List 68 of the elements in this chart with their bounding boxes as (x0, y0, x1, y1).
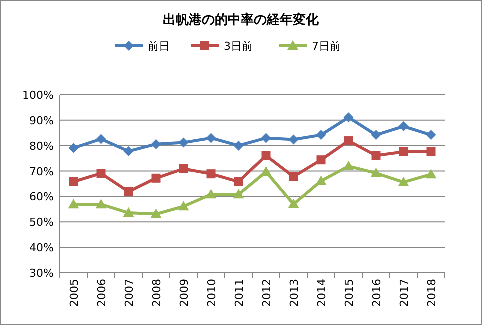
x-tick-label: 2017 (398, 279, 411, 307)
x-tick-label: 2018 (425, 279, 438, 307)
point (261, 133, 272, 144)
point (289, 172, 298, 182)
x-tick-label: 2009 (178, 279, 191, 307)
chart-title: 出帆港の的中率の経年変化 (163, 12, 320, 28)
point (69, 177, 78, 186)
point (123, 207, 134, 217)
point (178, 138, 189, 148)
point (150, 208, 162, 218)
point (344, 136, 354, 146)
point (124, 146, 134, 156)
point (398, 176, 410, 186)
y-tick-label: 70% (30, 165, 54, 178)
point (178, 201, 190, 211)
x-tick-label: 2008 (150, 279, 164, 307)
point (372, 151, 381, 160)
x-tick-label: 2015 (342, 279, 356, 307)
point (206, 189, 217, 199)
legend-label: 7日前 (312, 40, 341, 53)
x-tick-label: 2010 (205, 279, 218, 307)
y-tick-label: 100% (22, 89, 54, 102)
legend-label: 3日前 (224, 40, 253, 53)
x-tick-label: 2014 (315, 279, 328, 307)
y-tick-label: 50% (30, 216, 54, 230)
x-tick-label: 2007 (122, 279, 136, 307)
point (96, 199, 107, 209)
x-tick-label: 2011 (232, 279, 246, 307)
point (370, 168, 382, 178)
point (151, 139, 162, 150)
point (426, 130, 436, 140)
x-tick-label: 2005 (68, 279, 81, 307)
point (179, 164, 188, 174)
x-tick-label: 2016 (370, 279, 384, 307)
point (316, 176, 327, 186)
point (371, 130, 382, 140)
x-tick-label: 2012 (260, 279, 274, 307)
legend-label: 前日 (148, 40, 170, 53)
point (399, 147, 408, 156)
point (288, 198, 300, 208)
point (68, 143, 79, 154)
x-tick-label: 2013 (288, 279, 301, 307)
point (206, 170, 216, 179)
point (344, 112, 354, 123)
point (343, 160, 354, 170)
y-tick-label: 80% (30, 140, 54, 153)
point (398, 122, 409, 132)
point (262, 151, 271, 160)
point (68, 199, 80, 209)
y-tick-label: 90% (30, 114, 54, 128)
point (96, 134, 106, 144)
point (426, 169, 437, 179)
y-tick-label: 60% (30, 190, 54, 204)
point (426, 147, 436, 156)
point (316, 156, 326, 165)
point (233, 189, 244, 199)
x-tick-label: 2006 (95, 279, 108, 307)
y-tick-label: 30% (30, 267, 54, 280)
point (206, 133, 216, 144)
point (288, 134, 299, 145)
point (260, 166, 272, 176)
point (234, 140, 244, 151)
point (124, 187, 134, 196)
point (234, 177, 244, 186)
point (96, 169, 106, 178)
y-tick-label: 40% (30, 242, 54, 255)
point (152, 174, 161, 183)
point (316, 130, 326, 140)
